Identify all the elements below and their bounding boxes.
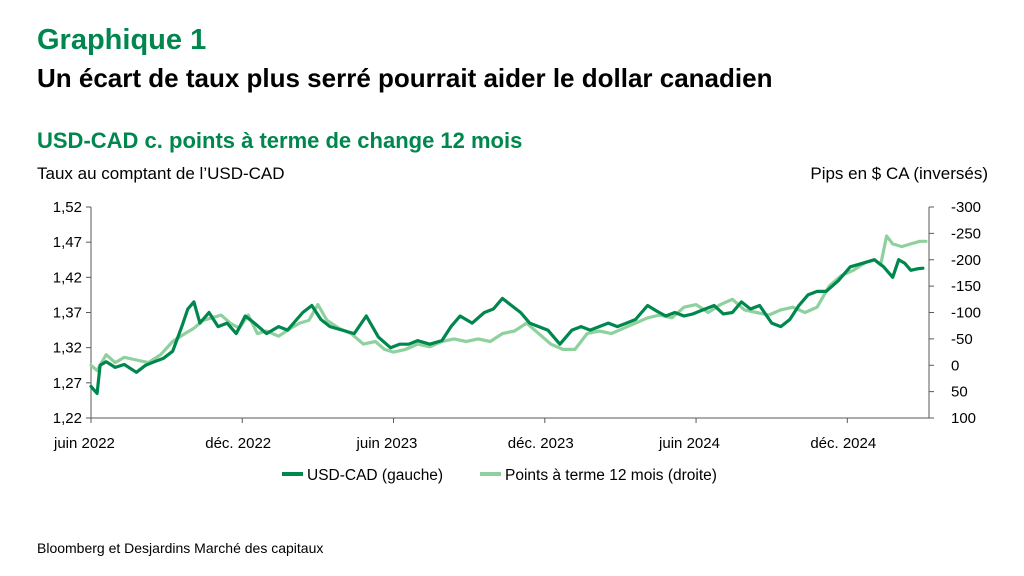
legend-label-usdcad: USD-CAD (gauche) xyxy=(307,467,443,484)
right-tick-label: -200 xyxy=(951,252,981,269)
series-line-forward-points xyxy=(89,234,928,373)
legend-label-forward-points: Points à terme 12 mois (droite) xyxy=(505,467,717,484)
left-tick-label: 1,37 xyxy=(53,305,82,322)
left-tick-label: 1,47 xyxy=(53,234,82,251)
x-tick-label: déc. 2024 xyxy=(810,435,876,452)
x-tick-label: déc. 2022 xyxy=(205,435,271,452)
chart-title: USD-CAD c. points à terme de change 12 m… xyxy=(37,128,523,153)
right-tick-label: 0 xyxy=(951,357,959,374)
x-tick-label: déc. 2023 xyxy=(508,435,574,452)
right-tick-label: -300 xyxy=(951,199,981,216)
right-tick-label: -250 xyxy=(951,225,981,242)
x-tick-label: juin 2024 xyxy=(658,435,720,452)
series-line-usdcad xyxy=(89,258,925,395)
right-tick-label: -50 xyxy=(951,331,973,348)
right-tick-label: -100 xyxy=(951,305,981,322)
right-tick-label: 50 xyxy=(951,384,968,401)
left-tick-label: 1,42 xyxy=(53,269,82,286)
left-tick-label: 1,52 xyxy=(53,199,82,216)
right-tick-label: -150 xyxy=(951,278,981,295)
source-note: Bloomberg et Desjardins Marché des capit… xyxy=(37,540,324,556)
right-axis-title: Pips en $ CA (inversés) xyxy=(810,164,988,183)
right-tick-label: 100 xyxy=(951,410,976,427)
x-tick-label: juin 2023 xyxy=(356,435,418,452)
left-tick-label: 1,27 xyxy=(53,375,82,392)
left-tick-label: 1,22 xyxy=(53,410,82,427)
chart-kicker: Graphique 1 xyxy=(37,24,207,56)
x-tick-label: juin 2022 xyxy=(53,435,115,452)
left-tick-label: 1,32 xyxy=(53,340,82,357)
left-axis-title: Taux au comptant de l’USD-CAD xyxy=(37,164,285,183)
chart-headline: Un écart de taux plus serré pourrait aid… xyxy=(37,63,773,93)
